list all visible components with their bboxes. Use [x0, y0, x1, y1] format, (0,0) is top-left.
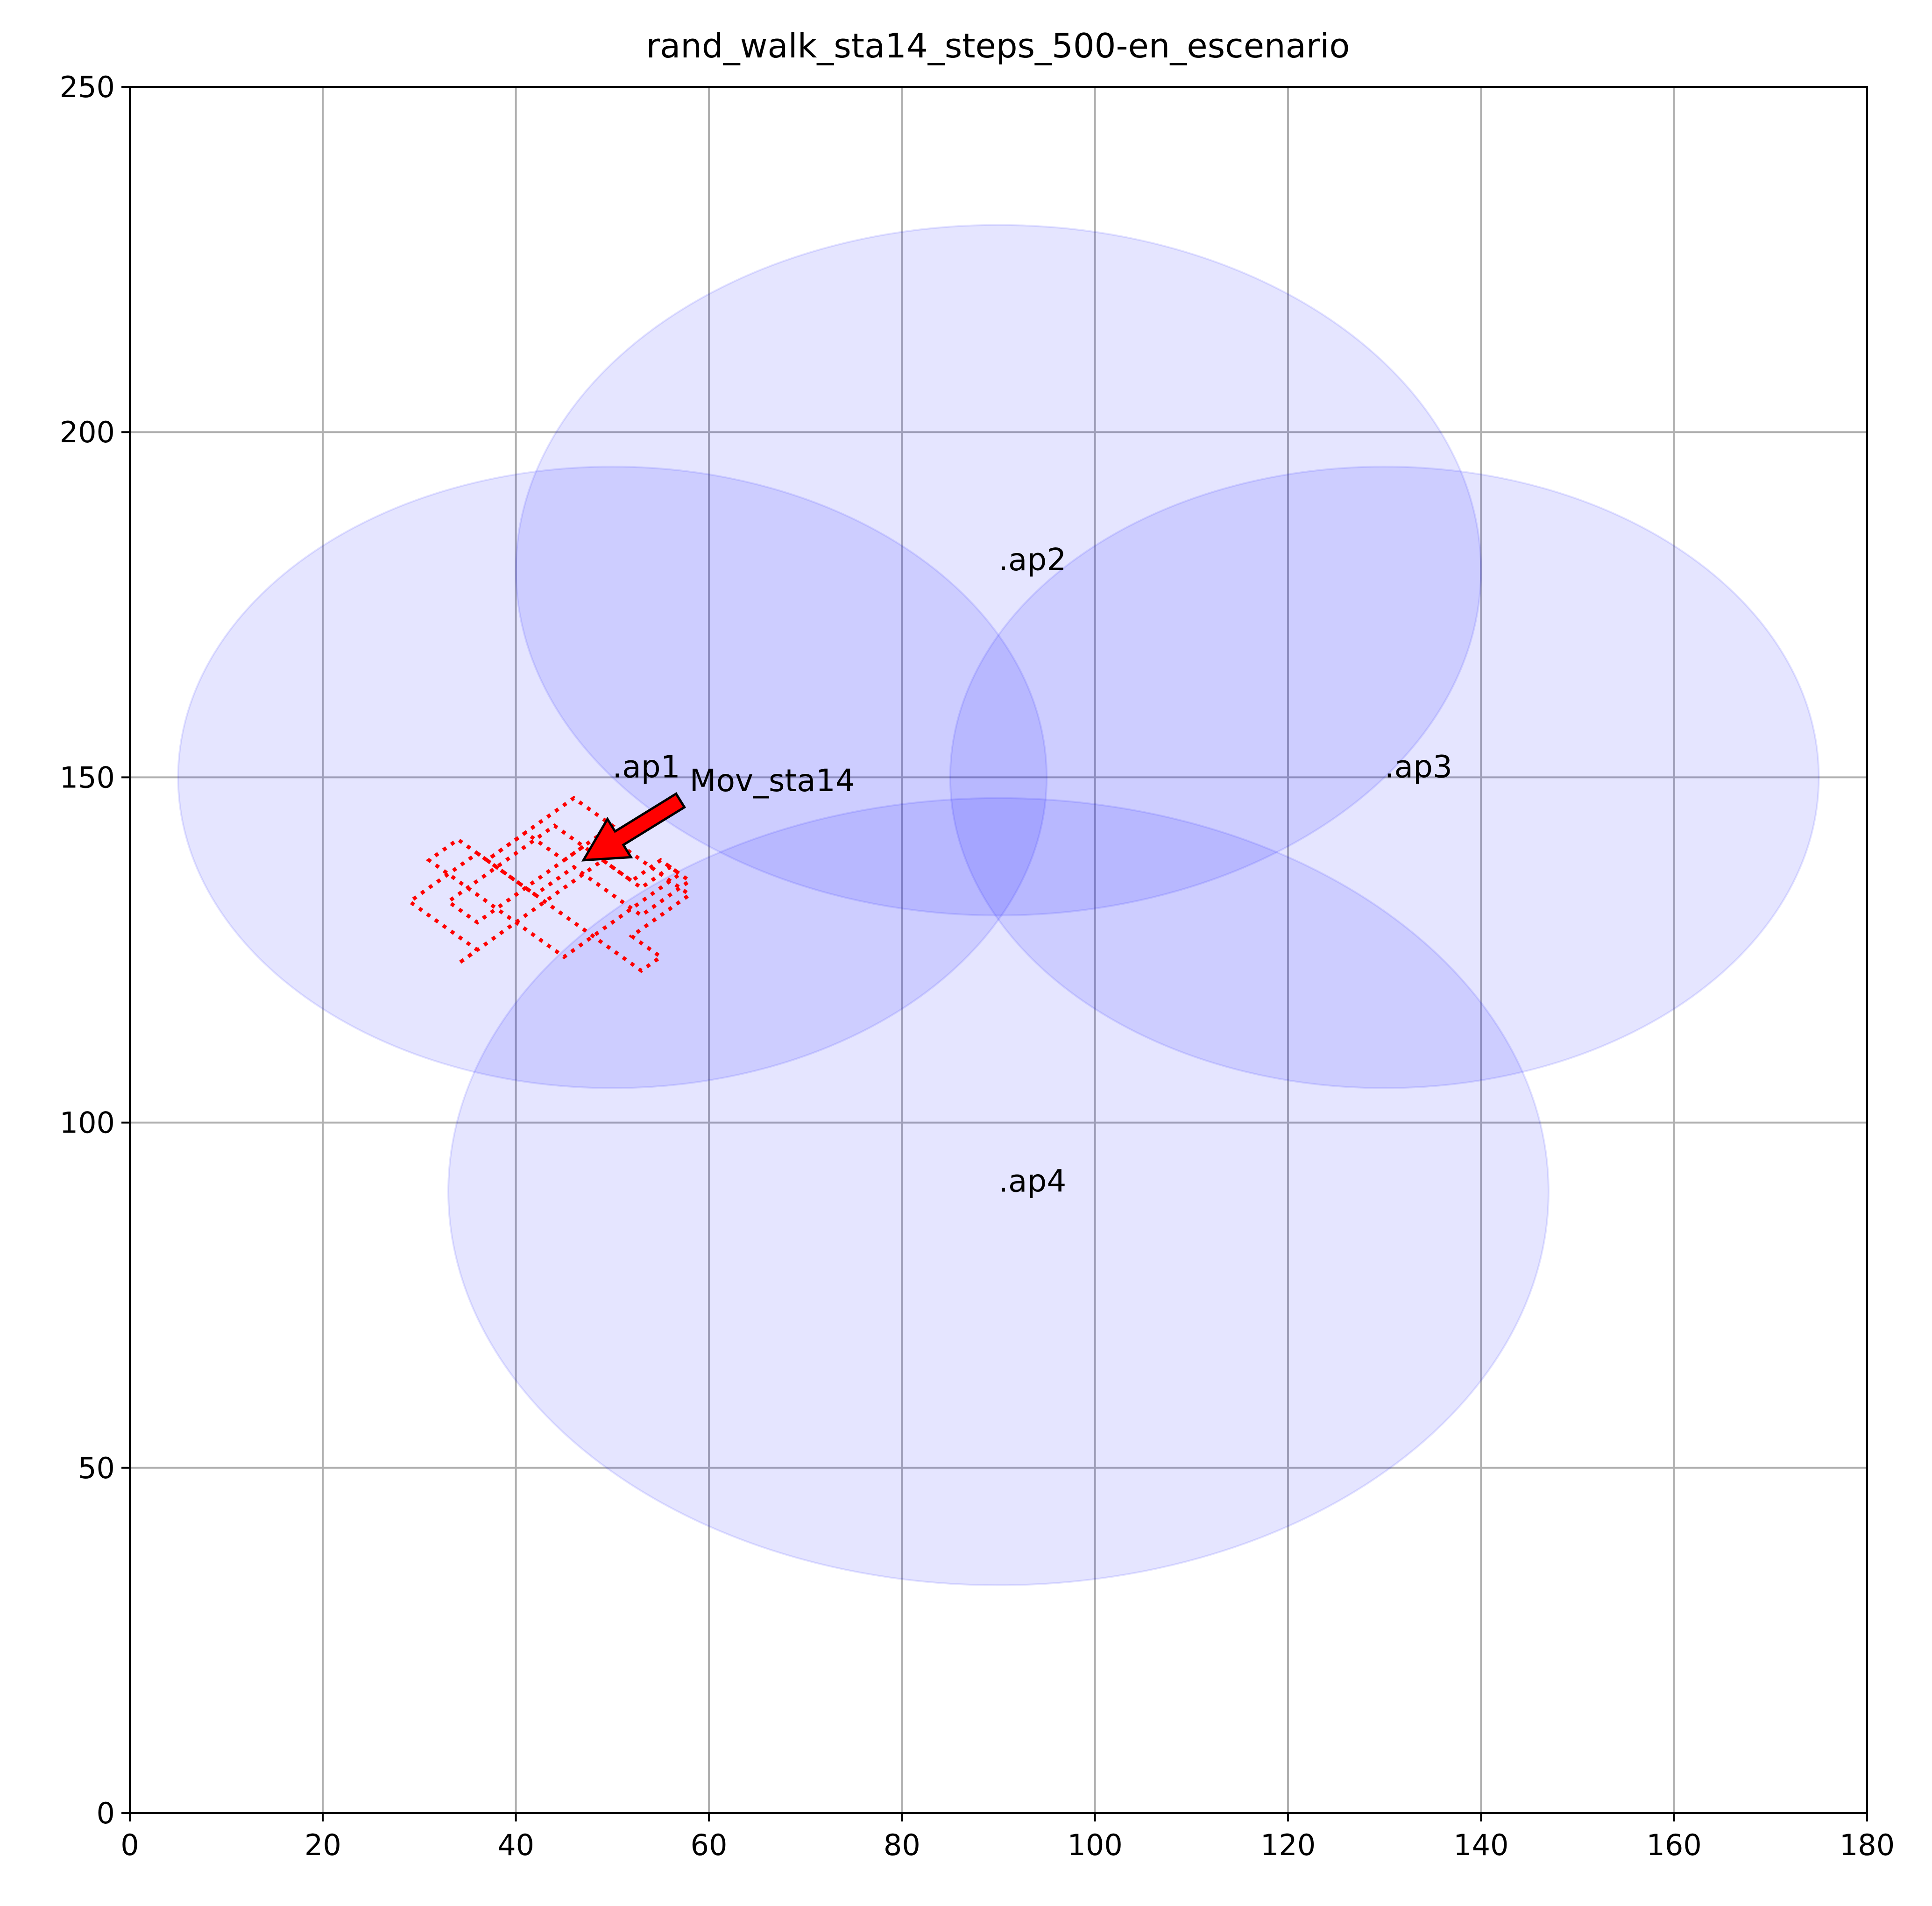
access-point-label: .ap3: [1385, 749, 1452, 785]
y-tick-label: 50: [78, 1451, 115, 1485]
x-tick-label: 80: [884, 1828, 920, 1862]
access-point-label: .ap1: [612, 749, 680, 785]
x-tick-label: 120: [1260, 1828, 1316, 1862]
x-tick-label: 40: [497, 1828, 534, 1862]
trajectory: [406, 795, 693, 973]
x-tick-label: 0: [120, 1828, 139, 1862]
x-tick-label: 20: [304, 1828, 341, 1862]
y-tick-label: 150: [60, 760, 115, 794]
access-point-label: .ap2: [998, 542, 1066, 578]
y-tick-label: 200: [60, 415, 115, 449]
x-tick-label: 100: [1067, 1828, 1122, 1862]
axis-ticks: 0 20 40 60 80 100 120 140 160 180 0 50 100 150 200 250: [60, 70, 1895, 1862]
coverage-circle: [515, 224, 1482, 917]
x-tick-label: 140: [1453, 1828, 1508, 1862]
grid-lines: [130, 87, 1867, 1813]
x-tick-label: 160: [1646, 1828, 1701, 1862]
coverage-circle: [447, 797, 1550, 1587]
annotation-label: Mov_sta14: [690, 763, 855, 799]
y-tick-label: 250: [60, 70, 115, 104]
plot-frame: [129, 86, 1868, 1814]
x-tick-label: 180: [1840, 1828, 1895, 1862]
coverage-circle: [949, 466, 1820, 1089]
y-tick-label: 0: [97, 1796, 115, 1830]
chart-title: rand_walk_sta14_steps_500-en_escenario: [646, 26, 1350, 65]
annotation-arrow: [581, 792, 686, 862]
y-tick-label: 100: [60, 1106, 115, 1140]
coverage-circle: [177, 466, 1048, 1089]
coverage-areas: [177, 224, 1820, 1587]
access-point-label: .ap4: [998, 1163, 1066, 1199]
access-point-labels: .ap1 .ap2 .ap3 .ap4: [612, 542, 1452, 1199]
annotation: Mov_sta14: [581, 763, 855, 862]
trajectory-path: [406, 795, 693, 973]
x-tick-label: 60: [691, 1828, 728, 1862]
